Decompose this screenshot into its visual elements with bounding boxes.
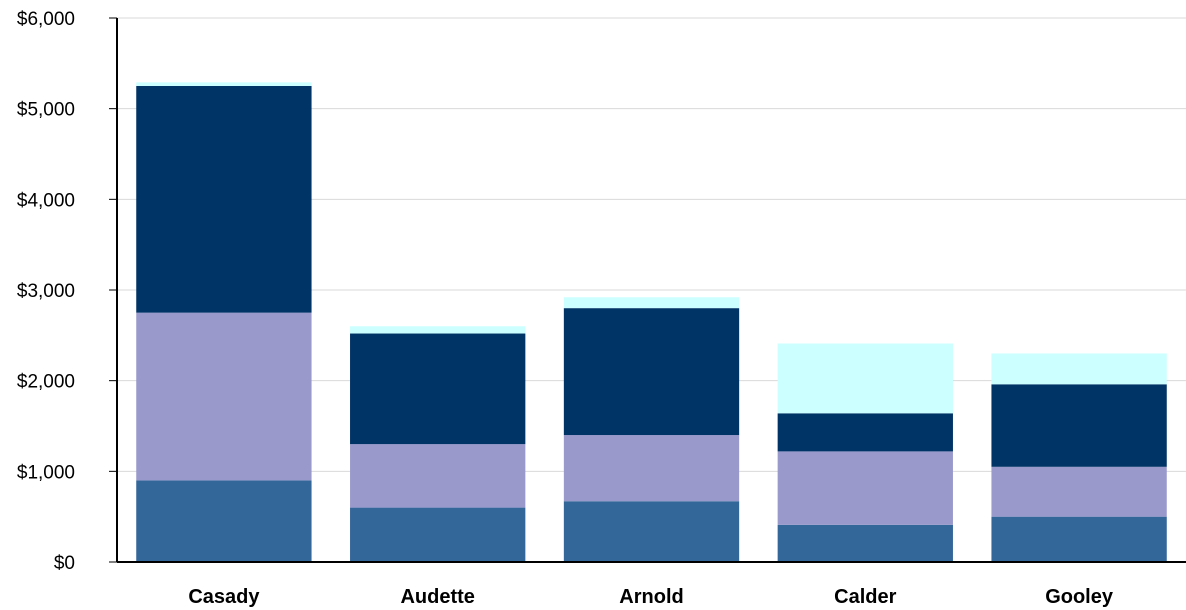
bar-segment [136, 82, 312, 86]
bar-segment [350, 444, 526, 508]
y-tick-label: $5,000 [17, 100, 75, 121]
bar-segment [563, 308, 740, 436]
bar-segment [136, 480, 312, 562]
y-tick-label: $3,000 [17, 281, 75, 302]
y-tick-label: $6,000 [17, 9, 75, 30]
y-tick-label: $2,000 [17, 372, 75, 393]
bar-segment [991, 384, 1167, 467]
y-tick-labels: $0 $1,000 $2,000 $3,000 $4,000 $5,000 $6,000 [17, 9, 75, 574]
x-tick-label: Casady [188, 586, 260, 608]
bar-segment [777, 524, 953, 562]
bar-segment [777, 343, 953, 414]
x-tick-label: Audette [400, 586, 474, 608]
bar-segment [563, 297, 740, 309]
bar-segment [350, 507, 526, 562]
bar-segment [991, 353, 1167, 385]
x-tick-label: Arnold [619, 586, 683, 608]
bar-segment [563, 501, 740, 562]
y-tick-label: $1,000 [17, 462, 75, 483]
bar-segment [991, 516, 1167, 562]
y-tick-label: $0 [54, 553, 75, 574]
axes [116, 18, 1186, 563]
bar-segment [136, 86, 312, 313]
bar-segment [563, 435, 740, 502]
x-tick-labels: Casady Audette Arnold Calder Gooley [188, 586, 1114, 608]
bars [136, 82, 1167, 562]
x-tick-label: Calder [834, 586, 896, 608]
bar-segment [777, 413, 953, 452]
bar-segment [350, 326, 526, 334]
x-tick-label: Gooley [1045, 586, 1114, 608]
y-tick-label: $4,000 [17, 190, 75, 211]
bar-segment [136, 312, 312, 481]
bar-segment [991, 466, 1167, 517]
bar-segment [777, 451, 953, 525]
bar-segment [350, 333, 526, 445]
